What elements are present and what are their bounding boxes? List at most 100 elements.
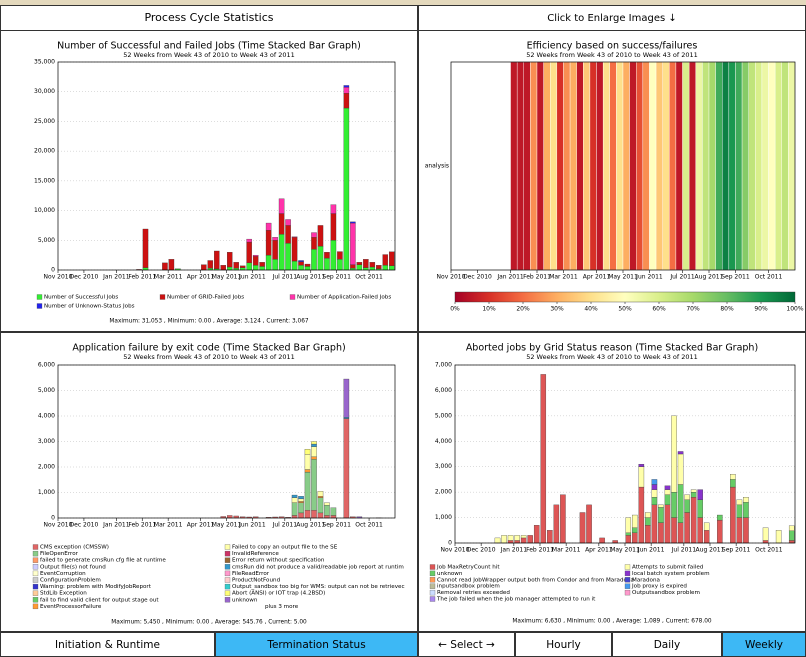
x-tick-label: Jun 2011 <box>238 274 266 281</box>
colorbar-label: 20% <box>516 306 530 313</box>
x-tick-label: Jan 2011 <box>102 274 130 281</box>
bar-segment <box>363 267 369 271</box>
heat-cell <box>569 61 577 271</box>
bar-segment <box>350 264 356 269</box>
bar-segment <box>788 540 795 544</box>
tab[interactable] <box>418 632 515 657</box>
bar-segment <box>736 504 743 518</box>
legend-swatch <box>429 589 436 596</box>
bar-segment <box>330 240 337 271</box>
legend-note: plus 3 more <box>265 604 299 610</box>
bar-segment <box>514 535 520 541</box>
x-tick-label: Nov 2010 <box>44 522 73 529</box>
legend-swatch <box>32 544 39 550</box>
legend-swatch <box>36 294 43 300</box>
bar-segment <box>259 262 265 267</box>
legend-swatch <box>429 583 436 589</box>
tab-label[interactable]: ← Select → <box>438 639 495 651</box>
x-tick-label: Mar 2011 <box>549 274 578 281</box>
tab-label[interactable]: Termination Status <box>266 639 365 651</box>
bar-segment <box>291 236 298 238</box>
x-tick-label: Oct 2011 <box>355 522 383 529</box>
y-tick-label: 0 <box>448 540 452 547</box>
bar-segment <box>586 504 592 544</box>
bar-segment <box>788 530 795 541</box>
legend-label: Output_sandbox too big for WMS: output c… <box>232 584 405 590</box>
bar-segment <box>612 540 618 544</box>
legend-swatch <box>624 564 631 570</box>
bar-segment <box>265 222 272 231</box>
bar-segment <box>239 265 246 268</box>
bar-segment <box>272 259 278 271</box>
bar-segment <box>645 512 651 518</box>
tab-label[interactable]: Initiation & Runtime <box>55 639 160 651</box>
bar-segment <box>363 259 369 268</box>
bar-segment <box>599 537 605 544</box>
legend-swatch <box>224 557 231 563</box>
legend-label: Outputsandbox problem <box>632 590 700 596</box>
x-tick-label: Dec 2010 <box>463 274 492 281</box>
bar-segment <box>697 499 703 518</box>
chart-title: Application failure by exit code (Time S… <box>72 343 345 354</box>
bar-segment <box>311 441 317 445</box>
heat-cell <box>563 61 571 271</box>
bar-segment <box>651 504 658 544</box>
heat-cell <box>774 61 782 271</box>
bar-segment <box>311 510 317 519</box>
y-tick-label: 6,000 <box>38 362 55 369</box>
tab-label[interactable]: Daily <box>654 639 681 651</box>
legend-label: inputsandbox problem <box>437 584 500 590</box>
heat-cell <box>596 61 604 271</box>
legend-label: Job proxy is expired <box>631 584 687 590</box>
bar-segment <box>651 497 658 506</box>
legend-label: Number of Unknown-Status Jobs <box>44 304 135 310</box>
row-label: analysis <box>425 163 449 170</box>
legend-swatch <box>224 550 231 557</box>
bar-segment <box>343 417 350 419</box>
bar-segment <box>533 525 540 544</box>
x-tick-label: Jan 2011 <box>500 547 528 554</box>
x-tick-label: Sep 2011 <box>322 522 351 529</box>
bar-segment <box>507 535 514 541</box>
bar-segment <box>520 535 527 539</box>
legend-label: Number of Successful Jobs <box>44 295 118 301</box>
bar-segment <box>311 237 317 250</box>
bar-segment <box>311 443 317 447</box>
heat-cell <box>675 61 683 271</box>
bar-segment <box>736 499 743 506</box>
bar-segment <box>743 517 749 544</box>
legend-label: Number of Application-Failed Jobs <box>297 295 391 301</box>
bar-segment <box>317 497 324 514</box>
bar-segment <box>252 265 259 271</box>
tab[interactable] <box>722 632 806 657</box>
tab-label[interactable]: Hourly <box>546 639 580 651</box>
bar-segment <box>369 262 376 268</box>
y-tick-label: 3,000 <box>435 463 452 470</box>
y-tick-label: 30,000 <box>34 88 55 95</box>
legend-label: InvalidReference <box>232 551 279 557</box>
y-tick-label: 2,000 <box>38 464 55 471</box>
tab-label[interactable]: Weekly <box>745 639 783 651</box>
bar-segment <box>664 494 671 506</box>
bar-segment <box>717 514 723 521</box>
x-tick-label: Dec 2010 <box>467 547 496 554</box>
bar-segment <box>168 259 175 271</box>
chart-subtitle: 52 Weeks from Week 43 of 2010 to Week 43… <box>123 353 295 361</box>
bar-segment <box>259 266 265 271</box>
chart-subtitle: 52 Weeks from Week 43 of 2010 to Week 43… <box>526 353 698 361</box>
legend-label: Abort (ANSI) or IOT trap (4.2BSD) <box>232 591 325 597</box>
tab[interactable] <box>0 632 215 657</box>
legend-label: unknown <box>437 571 463 577</box>
bar-segment <box>226 266 233 271</box>
colorbar-label: 90% <box>754 306 768 313</box>
legend-swatch <box>32 564 39 570</box>
x-tick-label: Dec 2010 <box>70 522 99 529</box>
bar-segment <box>651 484 658 490</box>
x-tick-label: Apr 2011 <box>585 547 613 554</box>
bar-segment <box>632 514 638 528</box>
heat-cell <box>781 61 789 271</box>
bar-segment <box>743 502 749 518</box>
bar-segment <box>677 484 684 523</box>
heat-cell <box>536 61 544 271</box>
x-tick-label: Oct 2011 <box>755 274 783 281</box>
